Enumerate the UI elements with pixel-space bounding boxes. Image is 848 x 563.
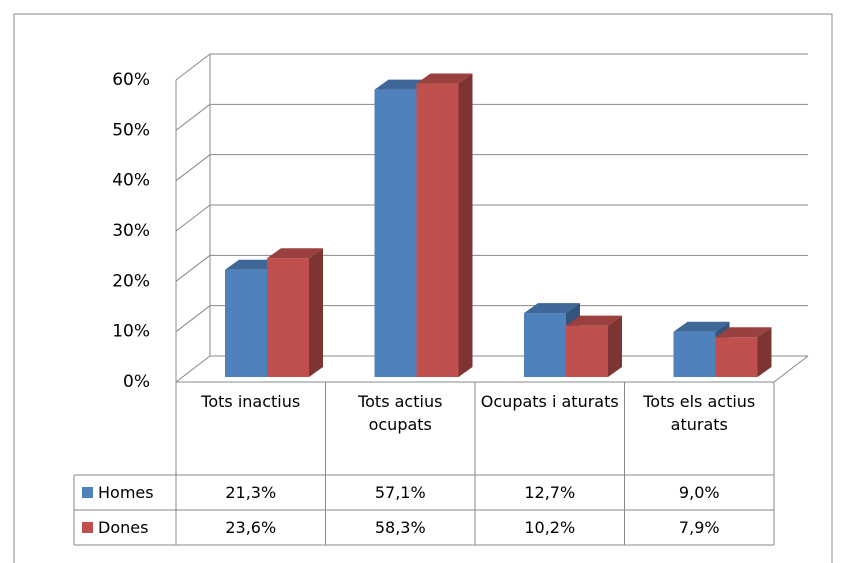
data-label: 7,9% <box>678 518 720 537</box>
bar-front <box>225 269 267 377</box>
bar-top <box>673 321 730 332</box>
data-label: 23,6% <box>225 518 277 537</box>
data-label: 10,2% <box>524 518 576 537</box>
y-tick-label: 50% <box>112 120 150 140</box>
y-tick-label: 20% <box>112 271 150 291</box>
category-label: Tots actius ocupats <box>358 392 443 434</box>
bar-front <box>524 313 566 377</box>
data-label: 21,3% <box>225 483 277 502</box>
y-tick-label: 30% <box>112 221 150 241</box>
y-tick-label: 40% <box>112 171 150 191</box>
bar-side <box>608 315 622 377</box>
category-label: Ocupats i aturats <box>480 392 619 411</box>
legend-label: Dones <box>98 518 149 537</box>
bar-top <box>566 315 622 326</box>
legend-swatch <box>82 487 93 498</box>
category-label: Tots inactius <box>201 392 301 411</box>
grid-line <box>175 204 211 232</box>
legend-entry: Dones <box>74 510 176 545</box>
bar-top <box>267 248 323 259</box>
grid-line <box>175 53 211 81</box>
bar-side <box>458 73 473 377</box>
grid-line <box>175 254 211 282</box>
bar-side <box>309 248 323 377</box>
bar-front <box>566 325 608 377</box>
bar-side <box>757 327 772 377</box>
data-label: 9,0% <box>678 483 720 502</box>
bar-top <box>524 303 580 314</box>
bar-top <box>715 327 772 338</box>
bar-top <box>416 73 473 84</box>
grid-line <box>175 103 211 131</box>
category-label: Tots els actius aturats <box>643 392 756 434</box>
legend-label: Homes <box>98 483 154 502</box>
data-label: 12,7% <box>524 483 576 502</box>
legend-entry: Homes <box>74 475 176 510</box>
y-tick-label: 0% <box>123 372 150 392</box>
y-tick-label: 60% <box>112 70 150 90</box>
bar-front <box>374 89 417 377</box>
chart-frame <box>13 13 833 563</box>
bar-front <box>673 331 716 377</box>
grid-line <box>175 154 211 182</box>
bar-front <box>715 337 758 377</box>
bar-front <box>416 83 459 377</box>
bar-front <box>267 258 309 377</box>
data-label: 58,3% <box>374 518 426 537</box>
y-tick-label: 10% <box>112 322 150 342</box>
grid-line <box>175 355 211 383</box>
legend-swatch <box>82 522 93 533</box>
grid-line <box>175 305 211 333</box>
data-label: 57,1% <box>374 483 426 502</box>
